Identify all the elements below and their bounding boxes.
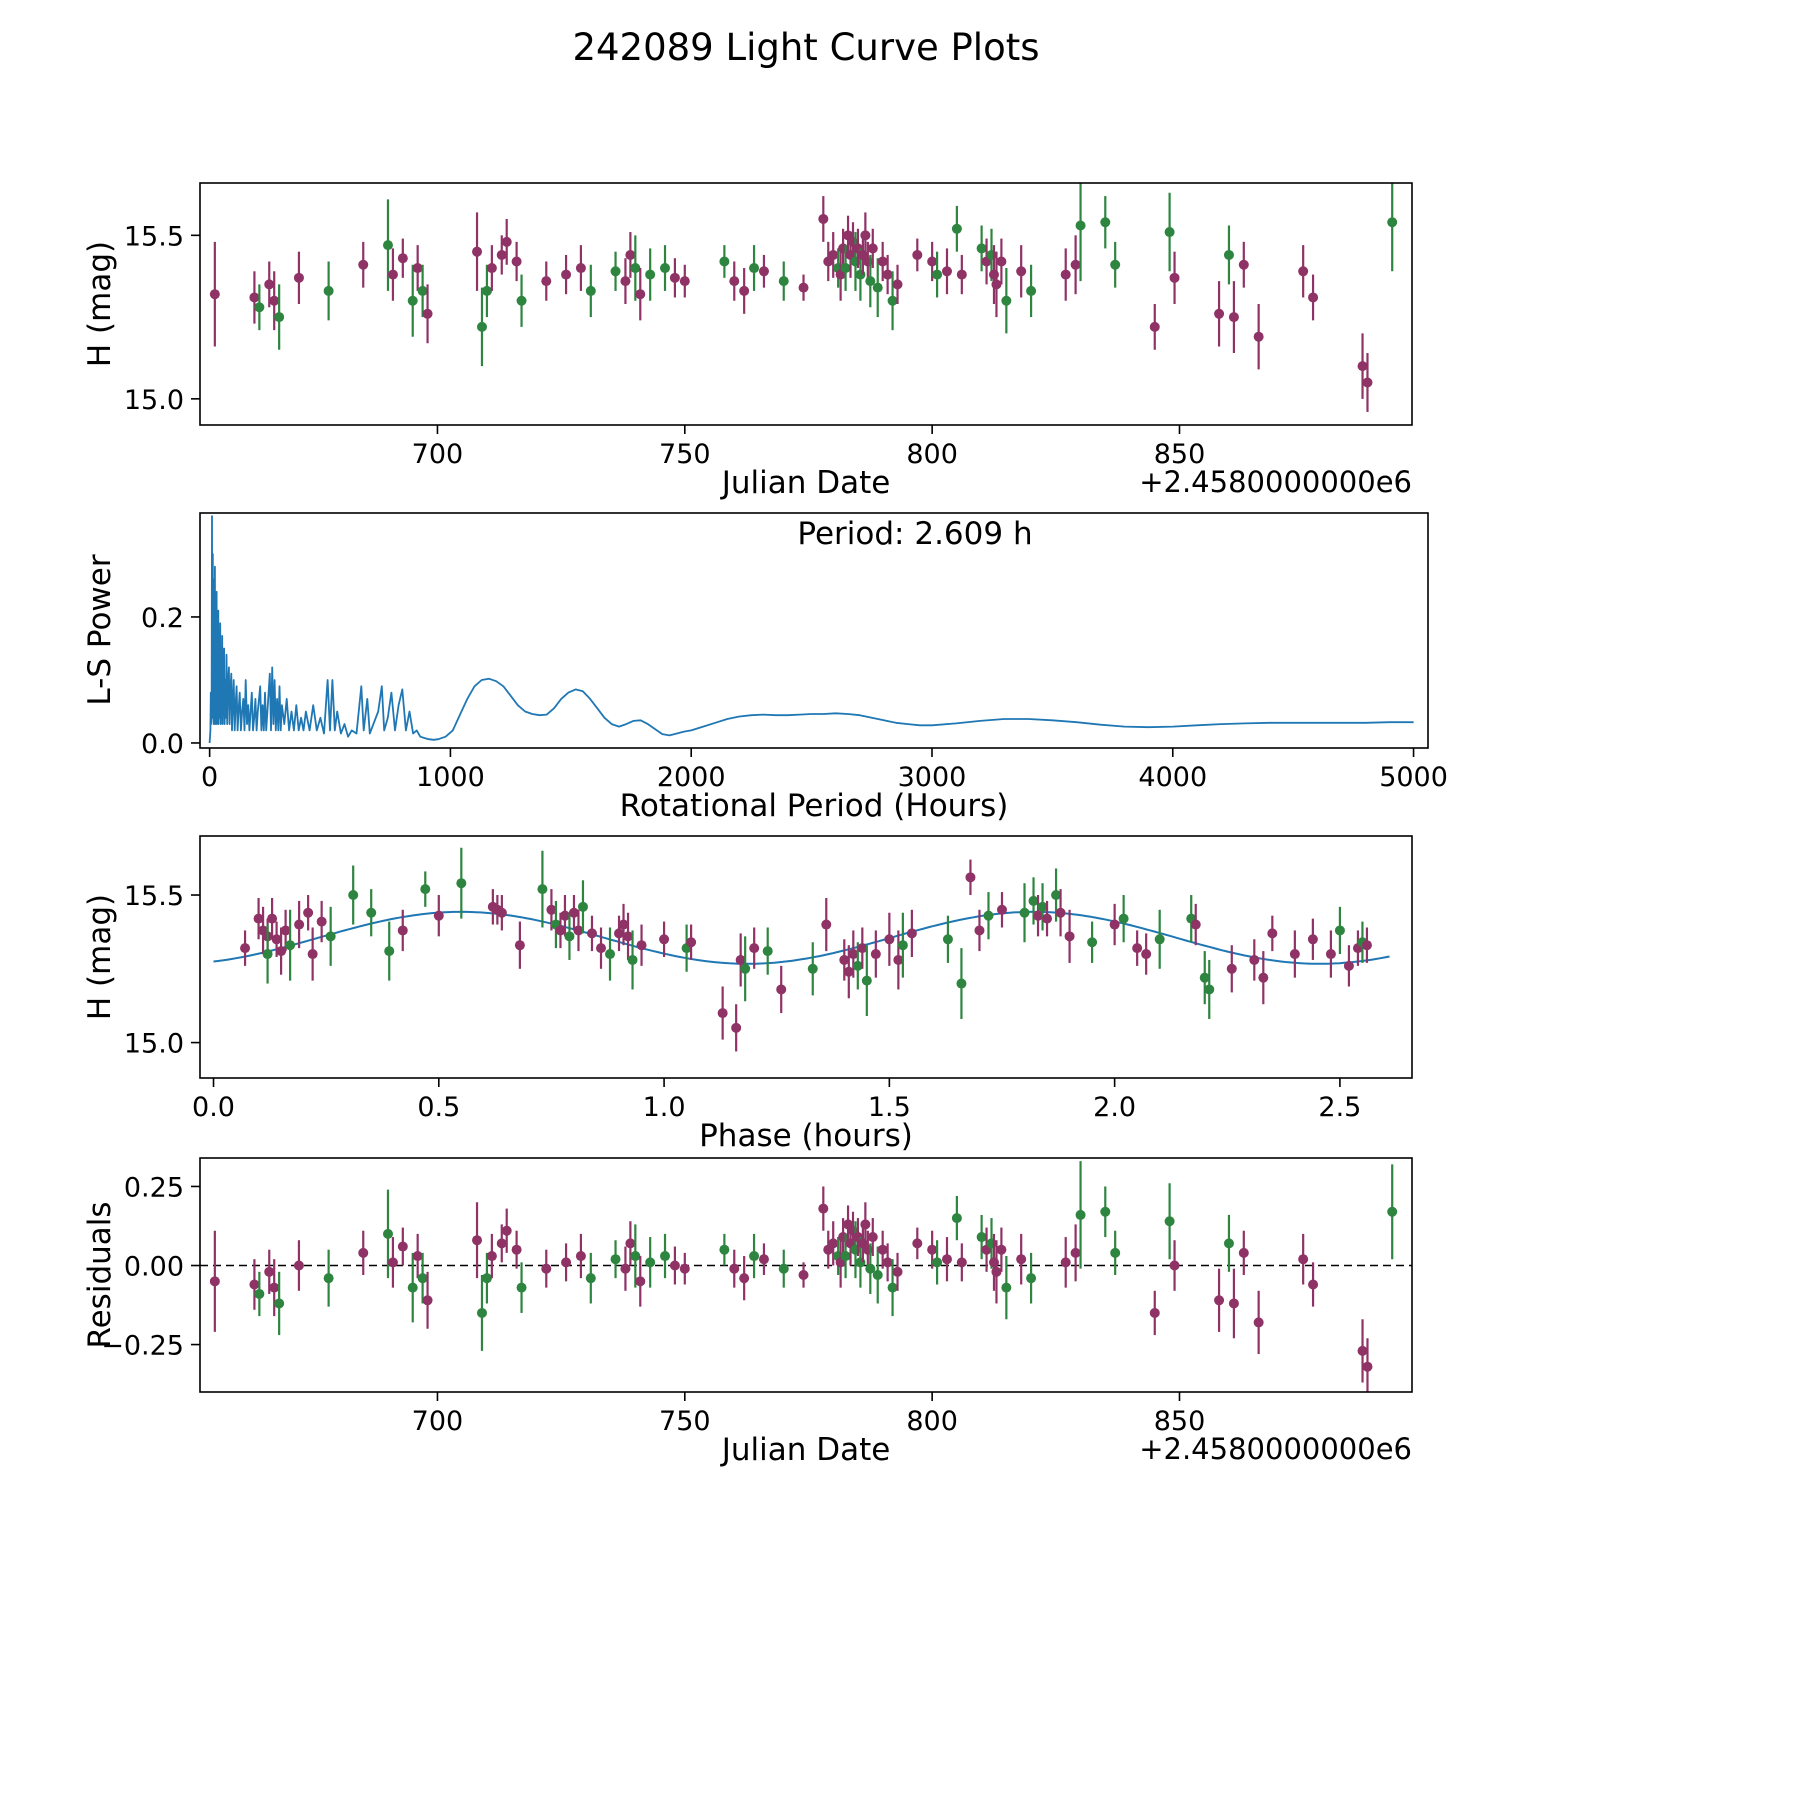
svg-text:0.0: 0.0: [192, 1092, 235, 1123]
phase-y-axis-label: H (mag): [82, 893, 118, 1021]
panel-phase-data: [213, 847, 1390, 1052]
svg-text:5000: 5000: [1379, 762, 1448, 793]
svg-text:800: 800: [906, 1406, 958, 1437]
svg-text:750: 750: [659, 1406, 711, 1437]
period-annotation: Period: 2.609 h: [797, 516, 1033, 552]
svg-text:0: 0: [201, 762, 218, 793]
svg-text:15.5: 15.5: [124, 881, 184, 912]
periodogram-y-axis-label: L-S Power: [82, 554, 118, 706]
svg-text:1.5: 1.5: [868, 1092, 911, 1123]
svg-text:3000: 3000: [898, 762, 967, 793]
svg-text:0.00: 0.00: [124, 1252, 184, 1283]
periodogram-x-axis-label: Rotational Period (Hours): [619, 788, 1009, 824]
panel-lightcurve-data: [209, 183, 1398, 412]
residuals-x-offset-text: +2.4580000000e6: [1139, 1432, 1412, 1466]
lightcurve-x-axis-label: Julian Date: [721, 465, 891, 501]
residuals-x-axis-label: Julian Date: [721, 1432, 891, 1468]
svg-text:2000: 2000: [657, 762, 726, 793]
svg-text:750: 750: [659, 439, 711, 470]
svg-text:15.0: 15.0: [124, 1029, 184, 1060]
panel-periodogram-data: [208, 515, 1414, 744]
svg-text:15.5: 15.5: [124, 221, 184, 252]
svg-text:0.5: 0.5: [417, 1092, 460, 1123]
svg-text:700: 700: [412, 439, 464, 470]
lightcurve-y-axis-label: H (mag): [82, 240, 118, 368]
svg-text:1000: 1000: [416, 762, 485, 793]
panel-residuals-data: [200, 1161, 1412, 1392]
svg-text:0.2: 0.2: [141, 603, 184, 634]
svg-text:2.5: 2.5: [1318, 1092, 1361, 1123]
svg-text:0.0: 0.0: [141, 729, 184, 760]
figure-title: 242089 Light Curve Plots: [572, 26, 1040, 69]
svg-text:4000: 4000: [1138, 762, 1207, 793]
svg-text:1.0: 1.0: [643, 1092, 686, 1123]
svg-text:850: 850: [1154, 439, 1206, 470]
svg-text:2.0: 2.0: [1093, 1092, 1136, 1123]
svg-text:850: 850: [1154, 1406, 1206, 1437]
svg-text:800: 800: [906, 439, 958, 470]
svg-text:15.0: 15.0: [124, 385, 184, 416]
svg-text:700: 700: [412, 1406, 464, 1437]
svg-text:0.25: 0.25: [124, 1172, 184, 1203]
svg-text:−0.25: −0.25: [101, 1331, 184, 1362]
lightcurve-x-offset-text: +2.4580000000e6: [1139, 465, 1412, 499]
phase-x-axis-label: Phase (hours): [699, 1118, 913, 1154]
residuals-y-axis-label: Residuals: [82, 1201, 118, 1349]
